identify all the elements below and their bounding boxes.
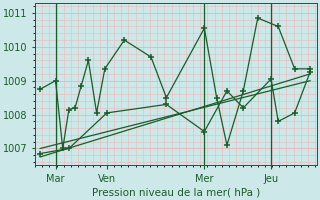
X-axis label: Pression niveau de la mer( hPa ): Pression niveau de la mer( hPa ) [92,187,260,197]
